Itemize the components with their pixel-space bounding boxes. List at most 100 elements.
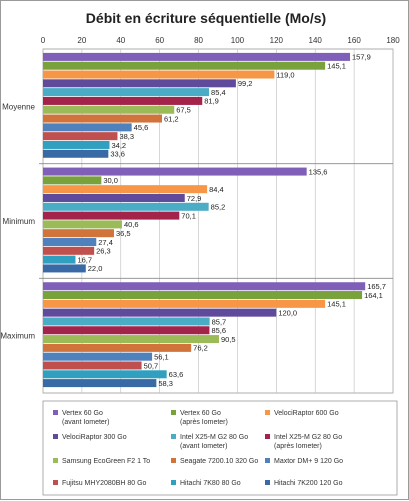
- legend-swatch: [265, 434, 270, 439]
- legend-label: (après Iometer): [274, 443, 322, 450]
- bar: [43, 229, 114, 238]
- bar: [43, 238, 97, 247]
- data-label: 63,6: [169, 370, 184, 379]
- data-label: 145,1: [327, 62, 346, 71]
- x-tick-label: 120: [270, 36, 284, 45]
- legend-swatch: [171, 480, 176, 485]
- data-label: 120,0: [278, 308, 297, 317]
- legend-label: Fujitsu MHY2080BH 80 Go: [62, 480, 147, 487]
- bar: [43, 52, 351, 61]
- x-tick-label: 0: [41, 36, 46, 45]
- bar: [43, 61, 326, 70]
- bar: [43, 370, 167, 379]
- data-label: 26,3: [96, 247, 111, 256]
- data-label: 84,4: [209, 185, 224, 194]
- data-label: 34,2: [112, 141, 127, 150]
- bar: [43, 343, 192, 352]
- legend-label: (avant Iometer): [62, 419, 109, 426]
- data-label: 30,0: [103, 176, 118, 185]
- bar: [43, 132, 118, 141]
- data-label: 45,6: [134, 123, 149, 132]
- data-label: 85,6: [211, 326, 226, 335]
- data-label: 135,6: [309, 167, 328, 176]
- chart-title: Débit en écriture séquentielle (Mo/s): [86, 10, 326, 26]
- x-tick-label: 80: [194, 36, 203, 45]
- x-tick-label: 180: [386, 36, 400, 45]
- legend-label: Vertex 60 Go: [180, 410, 221, 417]
- data-label: 85,2: [211, 203, 226, 212]
- category-label: Moyenne: [2, 102, 35, 111]
- bar: [43, 379, 157, 388]
- data-label: 76,2: [193, 344, 208, 353]
- data-label: 85,4: [211, 88, 226, 97]
- data-label: 67,5: [176, 106, 191, 115]
- data-label: 38,3: [119, 132, 134, 141]
- legend-swatch: [265, 480, 270, 485]
- legend-swatch: [53, 434, 58, 439]
- data-label: 50,7: [144, 361, 159, 370]
- data-label: 33,6: [110, 150, 125, 159]
- bar: [43, 123, 132, 132]
- data-label: 58,3: [158, 379, 173, 388]
- legend-swatch: [265, 458, 270, 463]
- bar: [43, 299, 326, 308]
- legend-label: Hitachi 7K80 80 Go: [180, 480, 241, 487]
- legend: [42, 400, 398, 496]
- bar: [43, 96, 203, 105]
- legend-label: Vertex 60 Go: [62, 410, 103, 417]
- bar: [43, 352, 153, 361]
- legend-label: VelociRaptor 600 Go: [274, 410, 339, 417]
- bar: [43, 185, 208, 194]
- category-label: Maximum: [1, 332, 35, 341]
- data-label: 99,2: [238, 79, 253, 88]
- bar: [43, 176, 102, 185]
- data-label: 119,0: [276, 70, 294, 79]
- data-label: 157,9: [352, 53, 371, 62]
- bar: [43, 211, 180, 220]
- bar: [43, 105, 175, 114]
- legend-label: (après Iometer): [180, 419, 228, 426]
- data-label: 70,1: [181, 211, 196, 220]
- legend-swatch: [171, 410, 176, 415]
- data-label: 61,2: [164, 114, 179, 123]
- data-label: 72,9: [187, 194, 202, 203]
- bar: [43, 88, 210, 97]
- legend-label: Maxtor DM+ 9 120 Go: [274, 458, 343, 465]
- bar: [43, 291, 363, 300]
- legend-label: Intel X25-M G2 80 Go: [180, 434, 248, 441]
- bar: [43, 282, 366, 291]
- legend-swatch: [53, 410, 58, 415]
- x-tick-label: 160: [347, 36, 361, 45]
- bar: [43, 149, 109, 158]
- bar: [43, 114, 162, 123]
- bar: [43, 308, 277, 317]
- x-tick-label: 60: [155, 36, 164, 45]
- data-label: 164,1: [364, 291, 383, 300]
- data-label: 40,6: [124, 220, 139, 229]
- legend-swatch: [171, 458, 176, 463]
- bar: [43, 220, 122, 229]
- legend-label: Hitachi 7K200 120 Go: [274, 480, 343, 487]
- data-label: 56,1: [154, 352, 169, 361]
- category-label: Minimum: [3, 217, 36, 226]
- bar: [43, 255, 76, 264]
- x-tick-label: 140: [309, 36, 323, 45]
- legend-swatch: [265, 410, 270, 415]
- x-tick-label: 100: [231, 36, 245, 45]
- bar: [43, 202, 209, 211]
- data-label: 81,9: [204, 97, 219, 106]
- bar: [43, 326, 210, 335]
- bar: [43, 317, 210, 326]
- data-label: 36,5: [116, 229, 131, 238]
- legend-swatch: [53, 458, 58, 463]
- x-tick-label: 20: [77, 36, 86, 45]
- data-label: 27,4: [98, 238, 113, 247]
- bar: [43, 167, 307, 176]
- bar: [43, 335, 219, 344]
- data-label: 165,7: [367, 282, 386, 291]
- legend-label: VelociRaptor 300 Go: [62, 434, 127, 441]
- bar: [43, 264, 86, 273]
- data-label: 85,7: [212, 317, 227, 326]
